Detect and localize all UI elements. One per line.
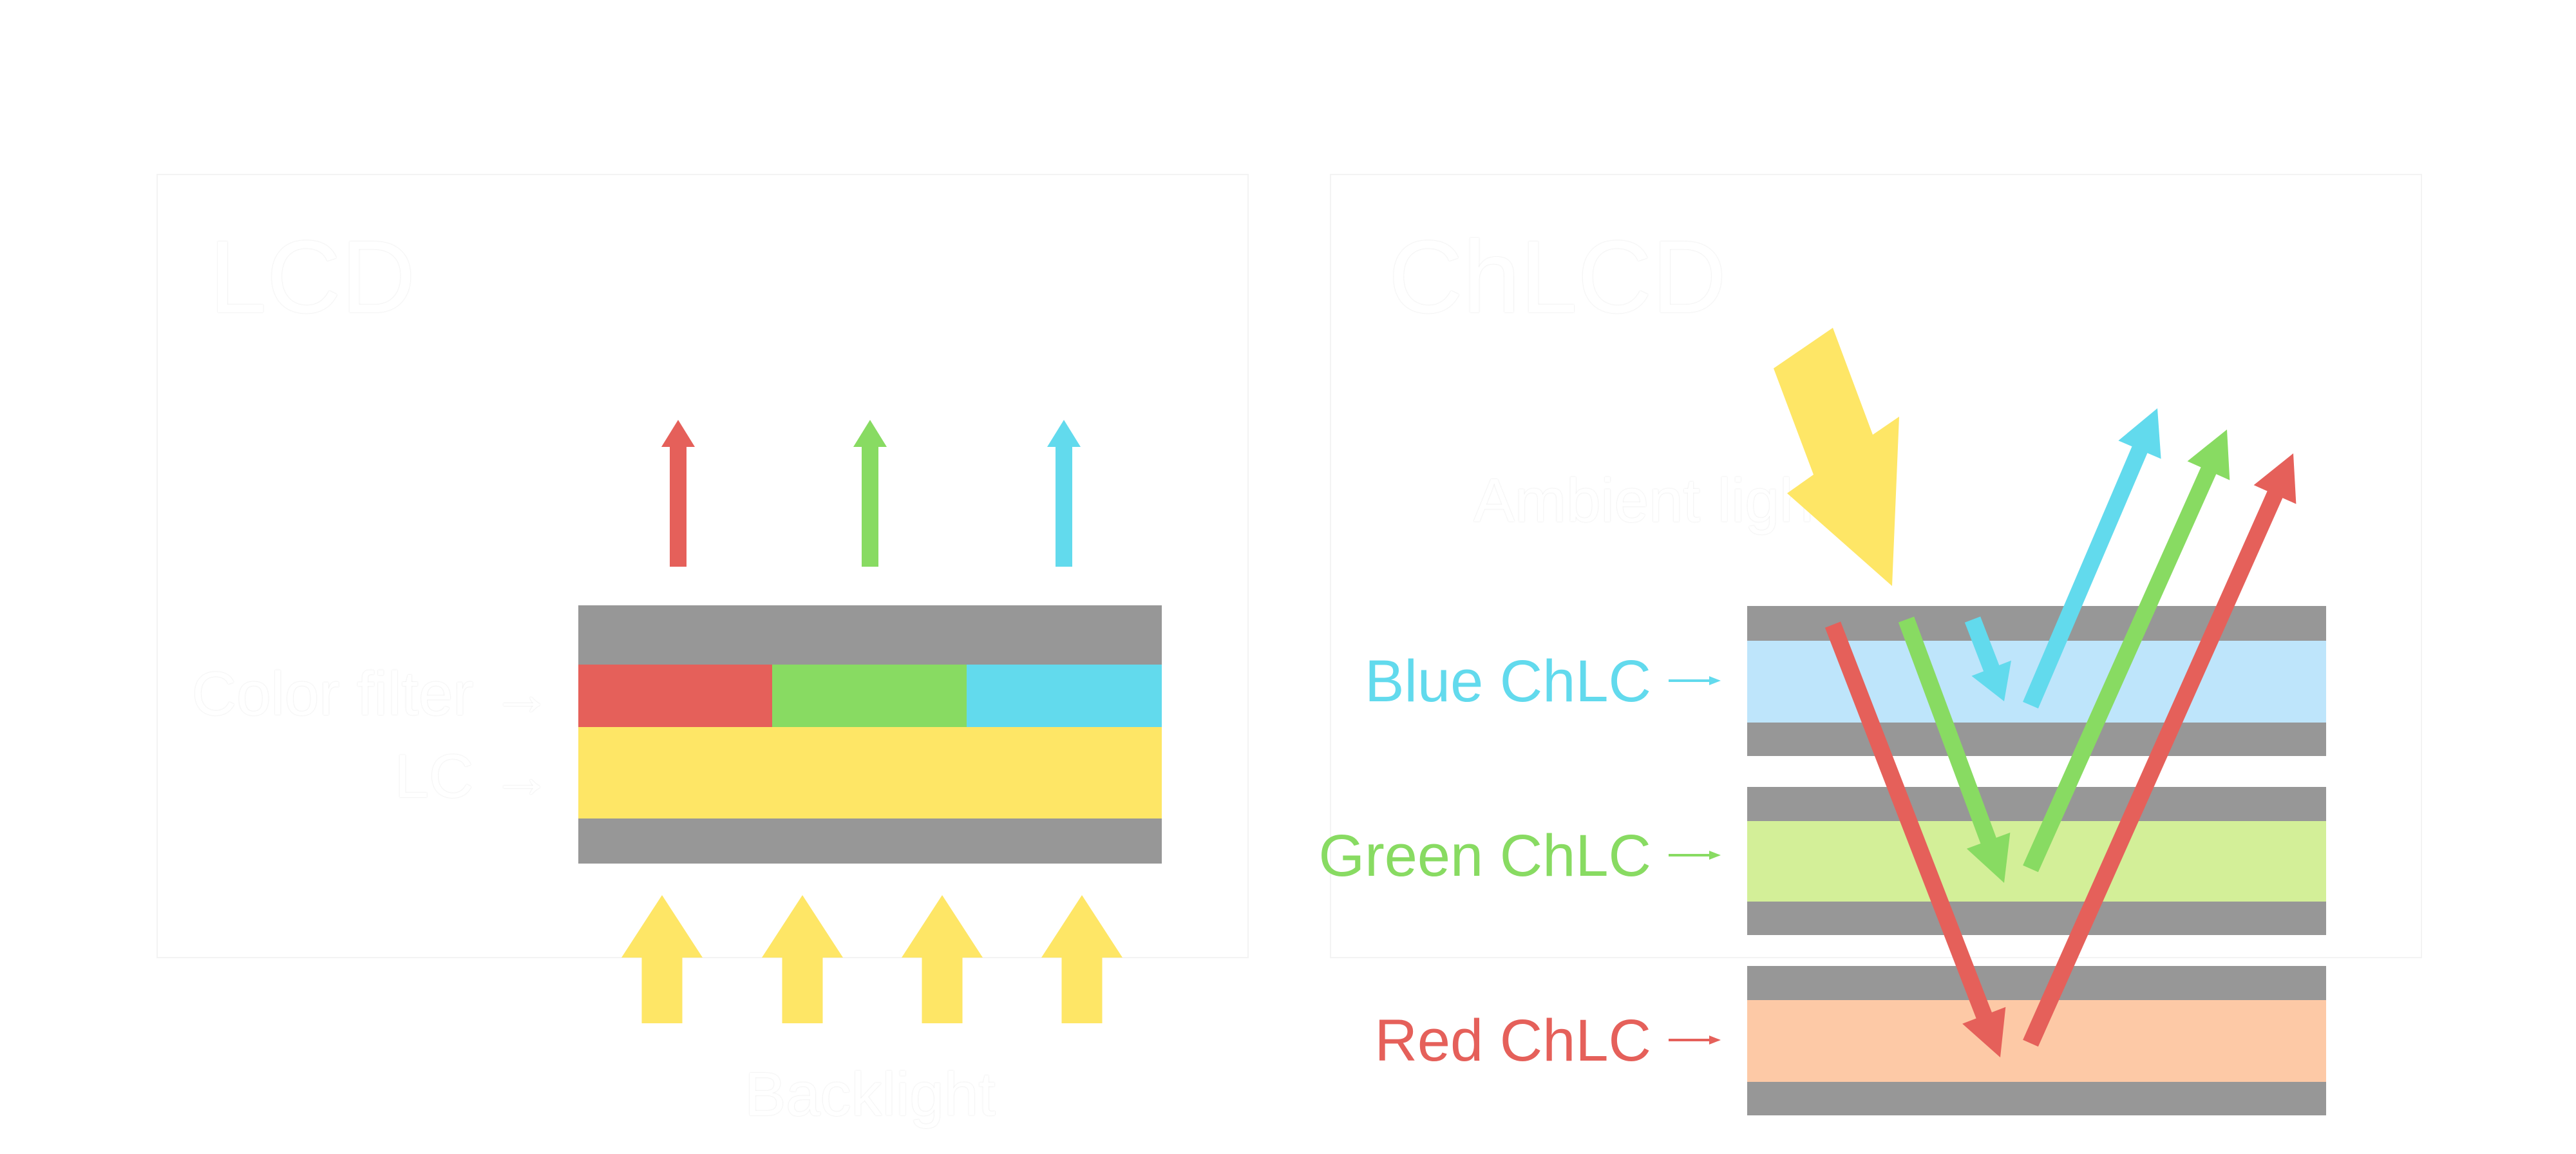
green-incident-arrow xyxy=(1898,616,2011,883)
lc-label: LC → xyxy=(394,742,553,811)
green-output-arrow-head xyxy=(853,420,887,447)
lcd-top-substrate xyxy=(578,605,1162,665)
red-output-arrow-head xyxy=(661,420,695,447)
red-reflected-arrow-shaft xyxy=(2023,489,2284,1047)
backlight-arrow-1-head xyxy=(621,895,703,958)
lcd-bottom-substrate xyxy=(578,818,1162,864)
lcd-title: LCD xyxy=(209,219,416,334)
blue-reflected-arrow-shaft xyxy=(2023,445,2148,709)
blue-output-arrow-head xyxy=(1047,420,1081,447)
color-filter-label: Color filter → xyxy=(191,659,553,728)
blue-output-arrow xyxy=(1047,420,1081,567)
green-label-pointer-arrow xyxy=(1669,851,1721,860)
color-filter-blue xyxy=(967,665,1162,727)
red-reflected-arrow xyxy=(2023,453,2297,1047)
green-top-substrate xyxy=(1747,787,2326,821)
red-incident-arrow-head xyxy=(1962,1007,2006,1057)
ambient-light-arrow xyxy=(1774,328,1899,586)
backlight-arrow-4 xyxy=(1041,895,1122,1023)
red-reflected-arrow-head xyxy=(2253,453,2297,504)
red-incident-arrow-shaft xyxy=(1824,621,1993,1020)
backlight-arrow-4-head xyxy=(1041,895,1122,958)
red-output-arrow xyxy=(661,420,695,567)
red-incident-arrow xyxy=(1824,621,2006,1057)
blue-bottom-substrate xyxy=(1747,723,2326,756)
red-label-pointer-arrow xyxy=(1669,1036,1721,1045)
blue-incident-arrow-shaft xyxy=(1964,616,2000,673)
chlcd-panel xyxy=(1330,174,2422,958)
green-label-pointer-arrow-head xyxy=(1709,851,1721,860)
color-filter-red xyxy=(578,665,772,727)
blue-incident-arrow-head xyxy=(1971,660,2011,701)
blue-incident-arrow xyxy=(1964,616,2011,701)
blue-chlc-label: Blue ChLC xyxy=(1365,648,1651,714)
red-bottom-substrate xyxy=(1747,1082,2326,1115)
green-incident-arrow-shaft xyxy=(1898,616,1997,845)
liquid-crystal-layer xyxy=(578,727,1162,818)
green-incident-arrow-head xyxy=(1966,832,2011,883)
green-output-arrow xyxy=(853,420,887,567)
backlight-arrow-2 xyxy=(762,895,843,1023)
blue-reflected-arrow xyxy=(2023,408,2161,709)
backlight-label: Backlight xyxy=(744,1060,996,1129)
green-chlc-label: Green ChLC xyxy=(1318,823,1651,889)
red-top-substrate xyxy=(1747,966,2326,1000)
backlight-arrow-3 xyxy=(902,895,983,1023)
backlight-arrow-2-head xyxy=(762,895,843,958)
color-filter-green xyxy=(772,665,967,727)
chlcd-title: ChLCD xyxy=(1388,219,1727,334)
red-label-pointer-arrow-head xyxy=(1709,1036,1721,1045)
backlight-arrow-3-head xyxy=(902,895,983,958)
blue-label-pointer-arrow xyxy=(1669,676,1721,685)
green-reflected-arrow-shaft xyxy=(2023,466,2217,873)
green-reflected-arrow xyxy=(2023,430,2230,873)
blue-reflected-arrow-head xyxy=(2118,408,2161,459)
green-bottom-substrate xyxy=(1747,902,2326,935)
blue-label-pointer-arrow-head xyxy=(1709,676,1721,685)
green-reflected-arrow-head xyxy=(2187,430,2230,480)
red-chlc-label: Red ChLC xyxy=(1374,1008,1651,1074)
ambient-light-label: Ambient light xyxy=(1473,466,1831,535)
backlight-arrow-1 xyxy=(621,895,703,1023)
